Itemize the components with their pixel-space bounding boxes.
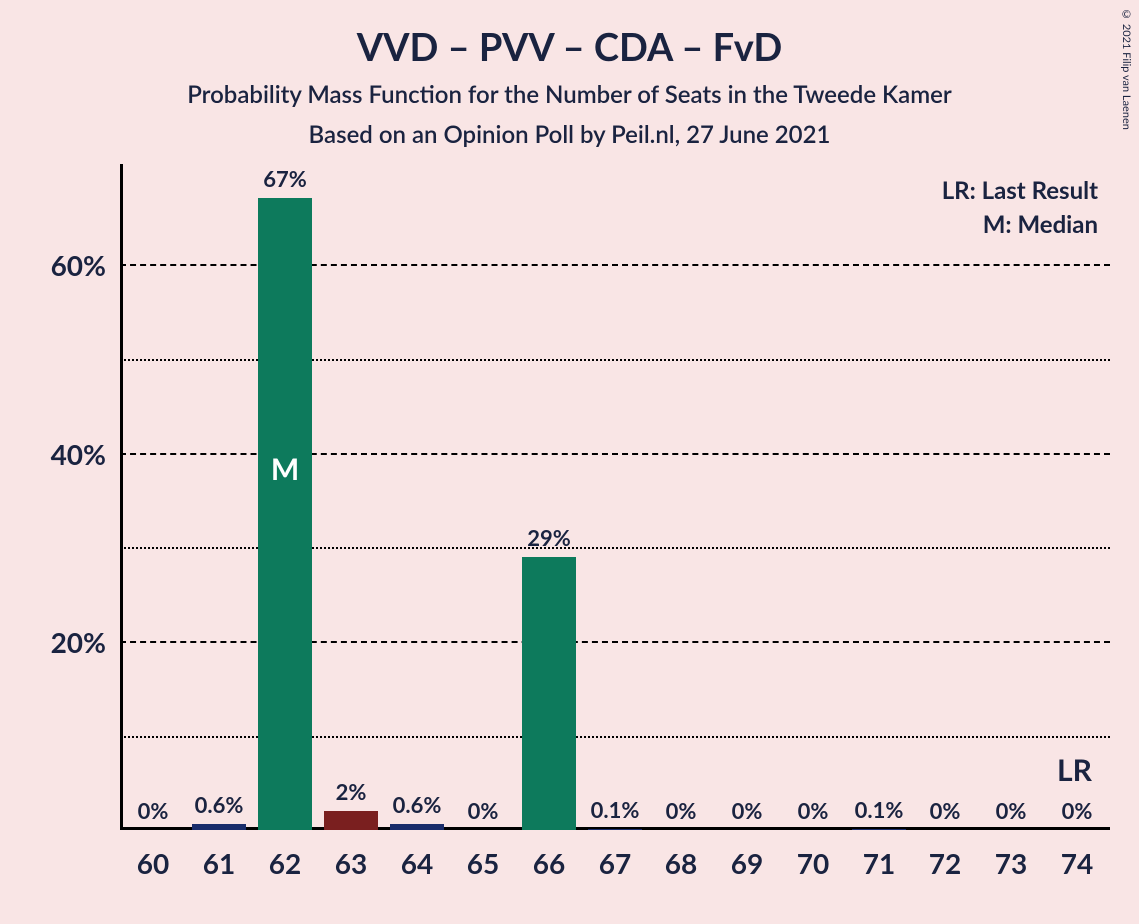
bar-value-label: 0% xyxy=(780,797,846,824)
bar-value-label: 0% xyxy=(1044,797,1110,824)
y-tick-label: 20% xyxy=(16,625,106,659)
copyright-text: © 2021 Filip van Laenen xyxy=(1120,8,1133,130)
x-tick-label: 66 xyxy=(516,846,582,880)
x-tick-label: 62 xyxy=(252,846,318,880)
bar-value-label: 0% xyxy=(120,797,186,824)
x-tick-label: 64 xyxy=(384,846,450,880)
x-tick-label: 68 xyxy=(648,846,714,880)
bar-value-label: 29% xyxy=(516,524,582,551)
x-tick-label: 67 xyxy=(582,846,648,880)
bar xyxy=(522,557,576,830)
bar-value-label: 67% xyxy=(252,165,318,192)
y-axis-line xyxy=(120,164,123,830)
chart-subtitle-1: Probability Mass Function for the Number… xyxy=(0,80,1139,109)
bar-value-label: 0% xyxy=(978,797,1044,824)
x-tick-label: 65 xyxy=(450,846,516,880)
bar-value-label: 0% xyxy=(450,797,516,824)
bar xyxy=(588,829,642,830)
median-marker: M xyxy=(258,451,312,487)
last-result-marker: LR xyxy=(1057,752,1092,788)
x-tick-label: 74 xyxy=(1044,846,1110,880)
x-tick-label: 73 xyxy=(978,846,1044,880)
plot-area: 0%0.6%67%2%0.6%0%29%0.1%0%0%0%0.1%0%0%0%… xyxy=(120,170,1110,830)
bar xyxy=(324,811,378,830)
chart-canvas: VVD – PVV – CDA – FvD Probability Mass Fu… xyxy=(0,0,1139,924)
y-tick-label: 40% xyxy=(16,437,106,471)
bar xyxy=(852,829,906,830)
chart-title: VVD – PVV – CDA – FvD xyxy=(0,24,1139,70)
legend-line: M: Median xyxy=(983,210,1098,239)
x-tick-label: 60 xyxy=(120,846,186,880)
bar xyxy=(390,824,444,830)
bar xyxy=(258,198,312,830)
x-tick-label: 63 xyxy=(318,846,384,880)
x-tick-label: 71 xyxy=(846,846,912,880)
bar-value-label: 0.6% xyxy=(384,791,450,818)
bar-value-label: 0% xyxy=(912,797,978,824)
bar-value-label: 0% xyxy=(648,797,714,824)
bar-value-label: 0% xyxy=(714,797,780,824)
y-tick-label: 60% xyxy=(16,248,106,282)
bar-value-label: 0.6% xyxy=(186,791,252,818)
bar-value-label: 0.1% xyxy=(846,796,912,823)
bar xyxy=(192,824,246,830)
x-tick-label: 72 xyxy=(912,846,978,880)
x-tick-label: 61 xyxy=(186,846,252,880)
x-tick-label: 70 xyxy=(780,846,846,880)
bar-value-label: 0.1% xyxy=(582,796,648,823)
chart-subtitle-2: Based on an Opinion Poll by Peil.nl, 27 … xyxy=(0,120,1139,149)
bar-value-label: 2% xyxy=(318,778,384,805)
x-tick-label: 69 xyxy=(714,846,780,880)
legend-line: LR: Last Result xyxy=(942,176,1098,205)
